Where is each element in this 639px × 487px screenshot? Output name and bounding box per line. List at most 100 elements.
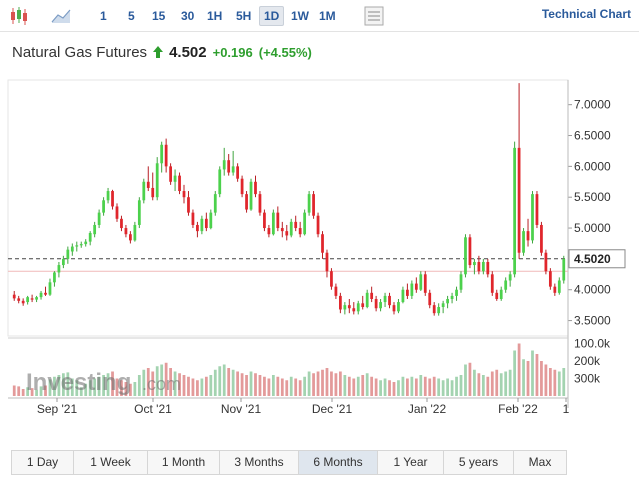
investing-watermark: Investing: [26, 369, 131, 396]
volume-bar-up: [289, 376, 293, 396]
range-1-day[interactable]: 1 Day: [12, 451, 74, 474]
volume-bar-up: [160, 364, 164, 396]
candle-up: [481, 261, 485, 272]
volume-bar-down: [330, 371, 333, 396]
volume-bar-down: [196, 380, 199, 396]
range-max[interactable]: Max: [528, 455, 552, 469]
volume-bar-down: [294, 378, 298, 396]
volume-tick-label: 300k: [574, 372, 601, 386]
volume-bar-down: [285, 380, 289, 396]
up-arrow-icon: [153, 46, 164, 58]
volume-bar-up: [39, 386, 43, 396]
candle-down: [316, 215, 320, 235]
range-1-month[interactable]: 1 Month: [148, 451, 220, 474]
candle-up: [97, 212, 101, 225]
candle-down: [526, 231, 530, 241]
candle-up: [504, 280, 508, 290]
timeframe-30[interactable]: 30: [181, 9, 195, 23]
range-5-years[interactable]: 5 years: [444, 451, 514, 474]
volume-bar-up: [48, 379, 52, 396]
volume-bar-down: [321, 369, 324, 396]
candle-down: [294, 221, 298, 229]
timeframe-5[interactable]: 5: [128, 9, 135, 23]
volume-bar-down: [124, 382, 128, 396]
candle-up: [455, 289, 458, 296]
panel-layout-icon[interactable]: [363, 5, 385, 27]
volume-bar-down: [258, 375, 262, 396]
volume-bar-up: [464, 364, 467, 396]
range-3-months[interactable]: 3 Months: [220, 451, 299, 474]
candle-up: [557, 280, 561, 293]
volume-bar-down: [316, 371, 320, 396]
volume-bar-up: [531, 350, 534, 396]
volume-bar-down: [245, 375, 248, 396]
candle-down: [258, 194, 262, 213]
candle-down: [254, 181, 257, 195]
candle-down: [338, 295, 342, 310]
x-tick-label: Nov '21: [221, 402, 262, 416]
candle-up: [307, 194, 311, 213]
volume-bar-up: [397, 380, 400, 396]
y-tick-label: 4.0000: [574, 283, 611, 297]
candle-up: [142, 181, 146, 201]
volume-bar-down: [151, 371, 155, 396]
candle-down: [432, 305, 436, 314]
timeframe-15[interactable]: 15: [152, 9, 166, 23]
volume-bar-down: [182, 375, 186, 396]
volume-bar-down: [468, 362, 472, 396]
volume-bar-down: [227, 368, 231, 396]
candle-up: [379, 302, 382, 309]
volume-bar-down: [30, 388, 34, 396]
volume-bar-down: [334, 373, 338, 396]
candle-up: [155, 163, 159, 198]
candle-down: [129, 234, 132, 241]
volume-bar-up: [356, 376, 360, 396]
candle-up: [446, 298, 449, 304]
volume-bar-up: [133, 382, 137, 396]
candle-up: [26, 297, 30, 303]
volume-bar-down: [44, 385, 47, 396]
candle-up: [173, 175, 177, 182]
volume-bar-up: [231, 369, 235, 396]
volume-bar-down: [540, 361, 543, 396]
area-chart-icon[interactable]: [50, 5, 72, 27]
plot-frame: [7, 79, 569, 337]
candle-down: [280, 228, 284, 232]
range-1-year[interactable]: 1 Year: [378, 451, 444, 474]
volume-bar-down: [204, 376, 208, 396]
candle-up: [437, 307, 441, 314]
volume-bar-down: [526, 361, 530, 396]
volume-bar-up: [562, 368, 566, 396]
timeframe-1d[interactable]: 1D: [259, 6, 285, 26]
price-chart[interactable]: 3.50004.00004.50005.00005.50006.00006.50…: [0, 78, 639, 420]
candle-up: [365, 292, 369, 308]
candle-up: [222, 160, 226, 170]
technical-chart-link[interactable]: Technical Chart: [541, 7, 631, 21]
y-tick-label: 3.5000: [574, 314, 611, 328]
candle-down: [406, 289, 409, 296]
timeframe-1h[interactable]: 1H: [207, 9, 223, 23]
volume-bar-up: [307, 371, 311, 396]
timeframe-1m[interactable]: 1M: [319, 9, 336, 23]
timeframe-1[interactable]: 1: [100, 9, 107, 23]
candle-up: [79, 244, 83, 246]
range-6-months[interactable]: 6 Months: [299, 451, 378, 474]
timeframe-1w[interactable]: 1W: [291, 9, 309, 23]
candle-down: [182, 191, 186, 198]
volume-bar-down: [374, 378, 378, 396]
candle-up: [70, 246, 74, 252]
timeframe-5h[interactable]: 5H: [236, 9, 252, 23]
volume-tick-label: 100.0k: [574, 337, 611, 351]
volume-bar-up: [499, 373, 503, 396]
range-1-week[interactable]: 1 Week: [74, 451, 148, 474]
volume-bar-down: [263, 376, 266, 396]
volume-bar-down: [17, 386, 21, 396]
candle-up: [48, 282, 52, 295]
volume-bar-up: [455, 376, 458, 396]
candlestick-icon[interactable]: [8, 5, 30, 27]
volume-bar-down: [423, 376, 427, 396]
volume-bar-down: [428, 378, 432, 396]
candle-down: [17, 298, 21, 301]
volume-bar-up: [35, 389, 38, 396]
volume-bar-up: [249, 371, 253, 396]
